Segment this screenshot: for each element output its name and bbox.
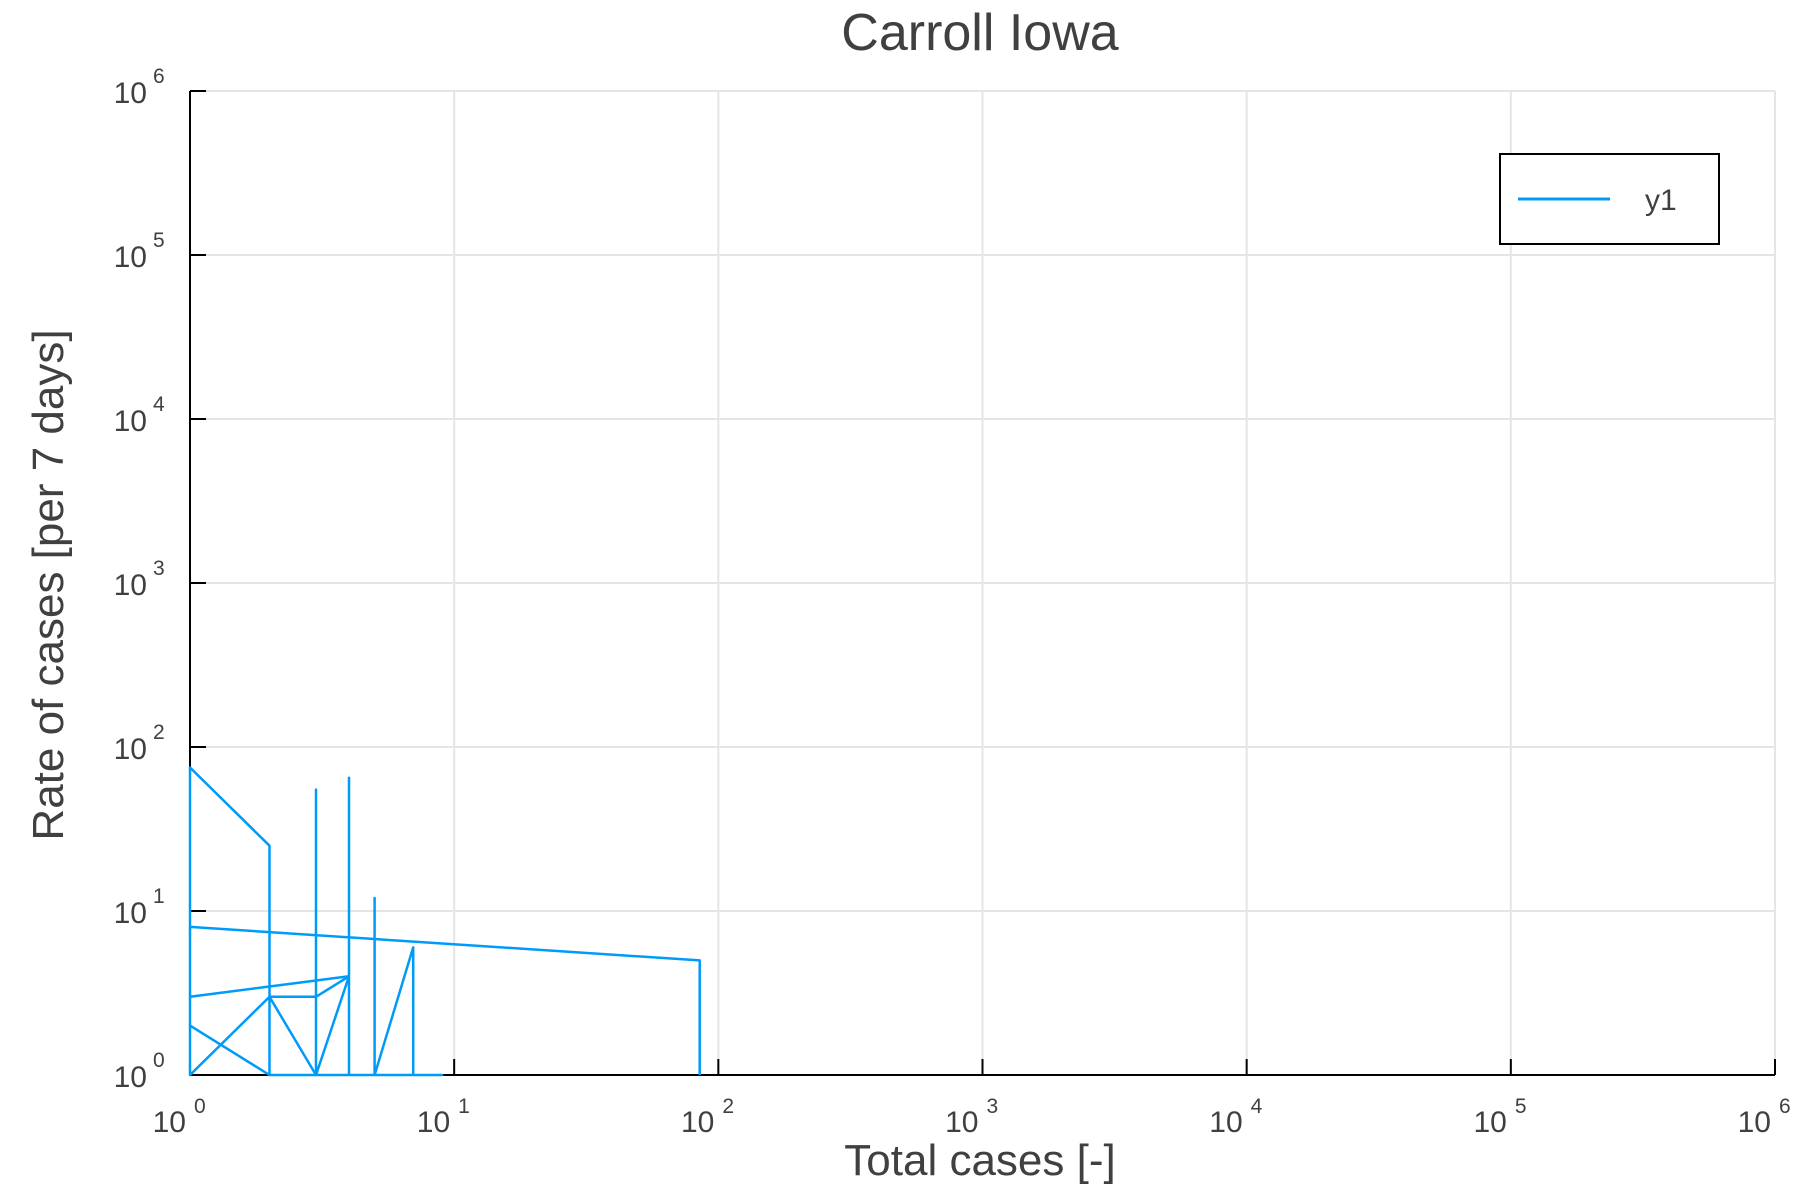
x-tick-exponent: 1 (458, 1095, 470, 1118)
chart-title: Carroll Iowa (841, 4, 1118, 62)
y-tick-label: 10 (114, 77, 147, 110)
y-tick-label: 10 (114, 241, 147, 274)
series-layer (188, 766, 701, 1077)
x-axis-label: Total cases [-] (844, 1136, 1115, 1185)
series-line-y1 (188, 766, 701, 1077)
x-tick-label: 10 (1473, 1106, 1506, 1139)
y-axis-label: Rate of cases [per 7 days] (24, 329, 73, 840)
y-tick-exponent: 3 (153, 557, 165, 580)
y-tick-exponent: 4 (153, 393, 165, 416)
y-tick-exponent: 0 (153, 1049, 165, 1072)
y-tick-exponent: 5 (153, 229, 165, 252)
y-tick-exponent: 1 (153, 885, 165, 908)
x-ticks: 10 0 10 1 10 2 10 3 10 4 10 5 10 6 (153, 1059, 1791, 1139)
x-tick-label: 10 (153, 1106, 186, 1139)
y-tick-label: 10 (114, 405, 147, 438)
legend: y1 (1499, 153, 1720, 245)
y-ticks: 10 0 10 1 10 2 10 3 10 4 10 5 10 6 (114, 65, 206, 1094)
x-tick-exponent: 0 (194, 1095, 206, 1118)
y-tick-label: 10 (114, 897, 147, 930)
y-tick-exponent: 6 (153, 65, 165, 88)
x-tick-exponent: 3 (987, 1095, 999, 1118)
x-tick-exponent: 6 (1779, 1095, 1791, 1118)
y-tick-label: 10 (114, 1061, 147, 1094)
y-tick-label: 10 (114, 733, 147, 766)
x-tick-label: 10 (417, 1106, 450, 1139)
x-tick-exponent: 5 (1515, 1095, 1527, 1118)
y-tick-label: 10 (114, 569, 147, 602)
x-tick-label: 10 (1738, 1106, 1771, 1139)
x-tick-label: 10 (681, 1106, 714, 1139)
x-tick-exponent: 4 (1251, 1095, 1263, 1118)
x-tick-label: 10 (1209, 1106, 1242, 1139)
x-tick-label: 10 (945, 1106, 978, 1139)
x-tick-exponent: 2 (722, 1095, 734, 1118)
y-tick-exponent: 2 (153, 721, 165, 744)
legend-label-y1: y1 (1645, 184, 1677, 217)
